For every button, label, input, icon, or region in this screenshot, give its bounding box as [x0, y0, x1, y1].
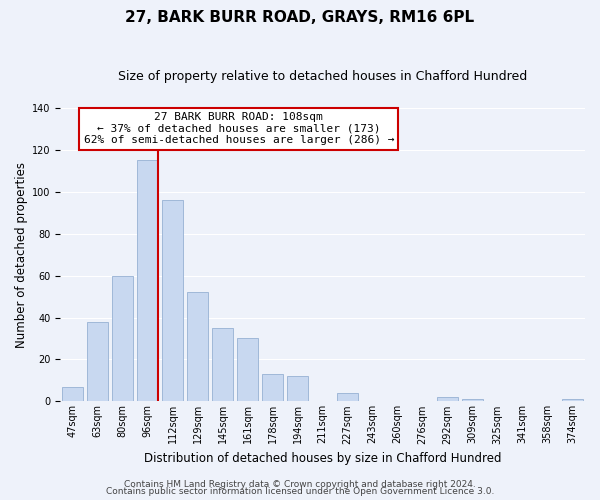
Text: 27, BARK BURR ROAD, GRAYS, RM16 6PL: 27, BARK BURR ROAD, GRAYS, RM16 6PL	[125, 10, 475, 25]
Bar	[237, 338, 259, 402]
Bar	[287, 376, 308, 402]
Bar	[437, 397, 458, 402]
Bar	[337, 393, 358, 402]
Title: Size of property relative to detached houses in Chafford Hundred: Size of property relative to detached ho…	[118, 70, 527, 83]
Bar	[112, 276, 133, 402]
Bar	[187, 292, 208, 402]
Bar	[137, 160, 158, 402]
Bar	[212, 328, 233, 402]
Bar	[87, 322, 109, 402]
X-axis label: Distribution of detached houses by size in Chafford Hundred: Distribution of detached houses by size …	[144, 452, 502, 465]
Bar	[462, 400, 483, 402]
Bar	[262, 374, 283, 402]
Y-axis label: Number of detached properties: Number of detached properties	[15, 162, 28, 348]
Text: Contains public sector information licensed under the Open Government Licence 3.: Contains public sector information licen…	[106, 487, 494, 496]
Text: 27 BARK BURR ROAD: 108sqm
← 37% of detached houses are smaller (173)
62% of semi: 27 BARK BURR ROAD: 108sqm ← 37% of detac…	[83, 112, 394, 146]
Bar	[562, 400, 583, 402]
Text: Contains HM Land Registry data © Crown copyright and database right 2024.: Contains HM Land Registry data © Crown c…	[124, 480, 476, 489]
Bar	[62, 386, 83, 402]
Bar	[162, 200, 184, 402]
